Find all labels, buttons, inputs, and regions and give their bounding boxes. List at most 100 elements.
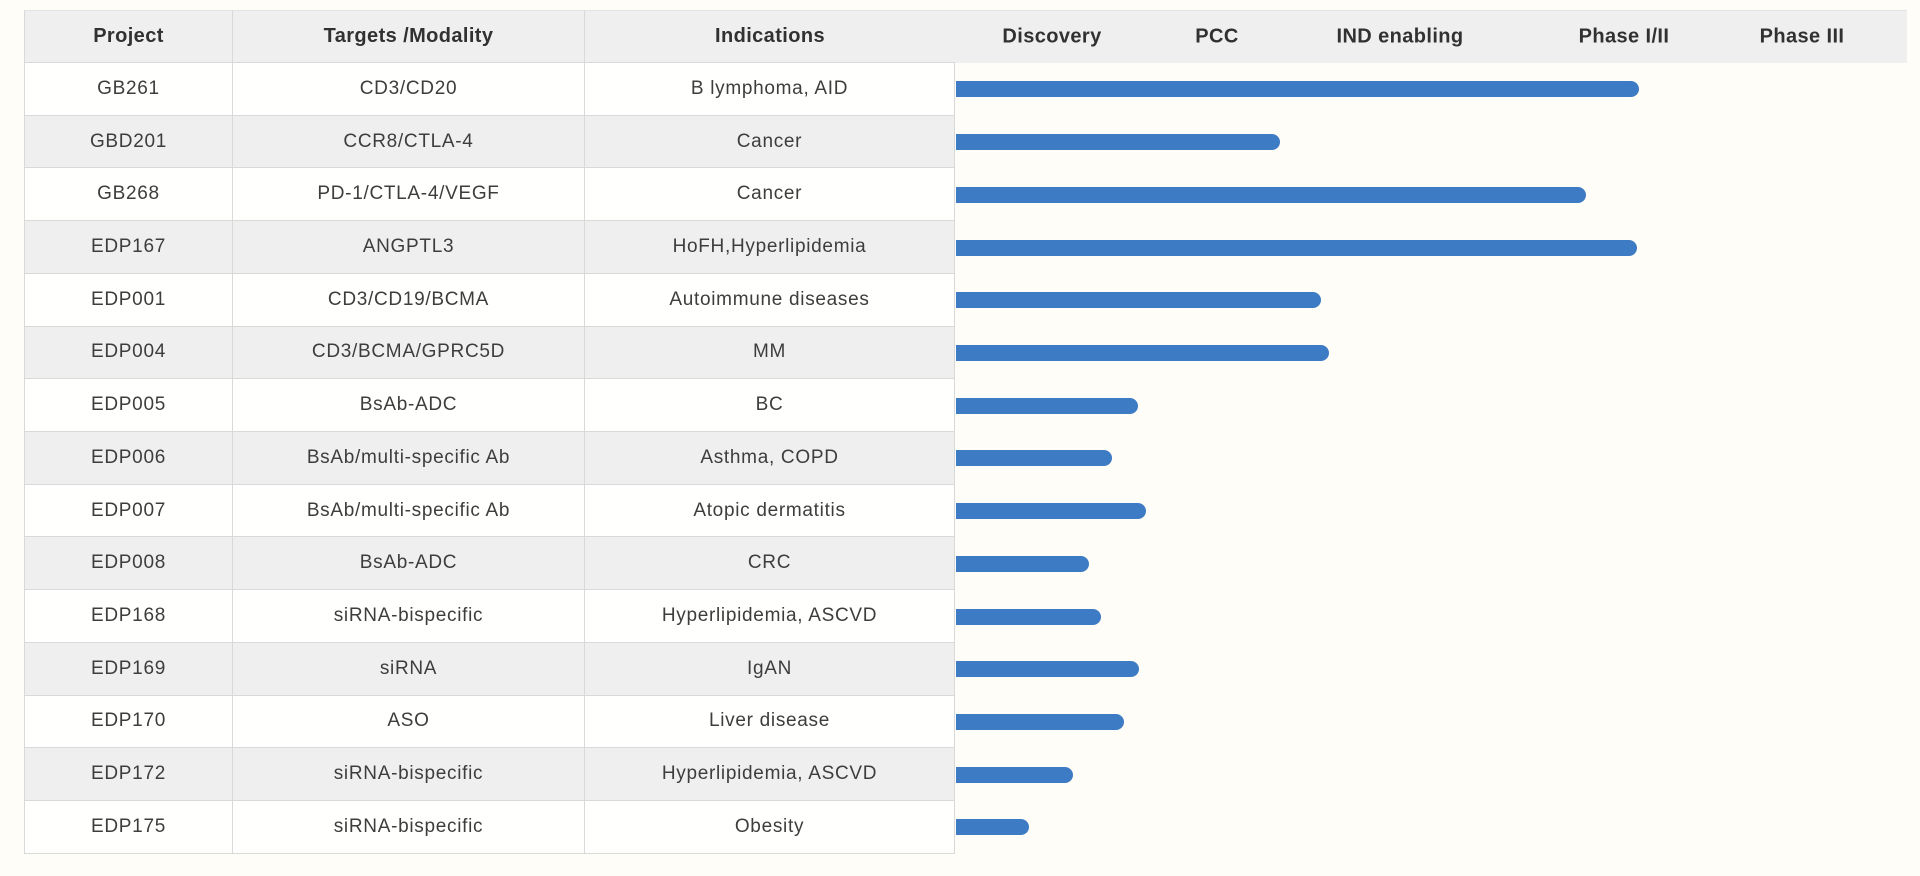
project-cell: EDP167 (24, 221, 233, 274)
indication-cell: MM (585, 326, 955, 380)
targets-cell: PD-1/CTLA-4/VEGF (233, 168, 585, 222)
table-row: EDP169 siRNA IgAN (24, 642, 1907, 696)
targets-cell: siRNA-bispecific (233, 801, 585, 854)
table-row: EDP167 ANGPTL3 HoFH,Hyperlipidemia (24, 221, 1907, 274)
pipeline-progress-bar (956, 81, 1639, 98)
bar-track (955, 801, 1907, 854)
bar-track (955, 485, 1907, 538)
targets-cell: CD3/CD20 (233, 63, 585, 116)
indication-cell: HoFH,Hyperlipidemia (585, 221, 955, 274)
project-cell: EDP005 (24, 379, 233, 433)
project-cell: EDP006 (24, 432, 233, 485)
bar-track (955, 221, 1907, 274)
table-row: EDP007 BsAb/multi-specific Ab Atopic der… (24, 484, 1907, 538)
indication-cell: B lymphoma, AID (585, 63, 955, 116)
project-cell: EDP007 (24, 484, 233, 538)
bar-track (955, 643, 1907, 696)
indication-cell: Asthma, COPD (585, 432, 955, 485)
pipeline-progress-bar (956, 397, 1138, 414)
project-cell: EDP168 (24, 590, 233, 643)
indication-cell: Atopic dermatitis (585, 484, 955, 538)
bar-track (955, 590, 1907, 643)
table-header-row: Project Targets /Modality Indications Di… (24, 10, 1907, 63)
pipeline-progress-bar (956, 239, 1637, 256)
project-cell: GBD201 (24, 115, 233, 169)
targets-cell: BsAb/multi-specific Ab (233, 432, 585, 485)
table-row: GB261 CD3/CD20 B lymphoma, AID (24, 63, 1907, 116)
indication-cell: IgAN (585, 642, 955, 696)
project-cell: EDP169 (24, 642, 233, 696)
project-cell: GB268 (24, 168, 233, 222)
table-row: EDP170 ASO Liver disease (24, 695, 1907, 749)
pipeline-progress-bar (956, 713, 1124, 730)
table-row: EDP004 CD3/BCMA/GPRC5D MM (24, 326, 1907, 380)
targets-cell: siRNA-bispecific (233, 748, 585, 802)
bar-track (955, 379, 1907, 432)
bar-track (955, 537, 1907, 590)
pipeline-progress-bar (956, 555, 1089, 572)
table-row: EDP008 BsAb-ADC CRC (24, 537, 1907, 591)
pipeline-progress-bar (956, 134, 1280, 151)
targets-cell: CCR8/CTLA-4 (233, 115, 585, 169)
indication-cell: Autoimmune diseases (585, 273, 955, 327)
table-row: EDP005 BsAb-ADC BC (24, 379, 1907, 433)
phase-header-area: Discovery PCC IND enabling Phase I/II Phase … (955, 11, 1907, 63)
phase-column-header: IND enabling (1336, 25, 1464, 48)
bar-track (955, 168, 1907, 221)
pipeline-progress-bar (956, 344, 1329, 361)
pipeline-progress-bar (956, 503, 1146, 520)
table-row: GB268 PD-1/CTLA-4/VEGF Cancer (24, 168, 1907, 222)
table-row: EDP175 siRNA-bispecific Obesity (24, 801, 1907, 854)
bar-track (955, 432, 1907, 485)
phase-column-header: Discovery (1002, 25, 1102, 48)
targets-cell: ASO (233, 695, 585, 749)
targets-cell: BsAb-ADC (233, 537, 585, 591)
table-row: EDP168 siRNA-bispecific Hyperlipidemia, … (24, 590, 1907, 643)
table-row: EDP006 BsAb/multi-specific Ab Asthma, CO… (24, 432, 1907, 485)
pipeline-progress-bar (956, 766, 1073, 783)
pipeline-table: Project Targets /Modality Indications Di… (24, 10, 1907, 854)
bar-track (955, 696, 1907, 749)
column-header-project: Project (24, 11, 233, 63)
table-row: EDP172 siRNA-bispecific Hyperlipidemia, … (24, 748, 1907, 802)
project-cell: EDP008 (24, 537, 233, 591)
bar-track (955, 274, 1907, 327)
phase-column-header: PCC (1195, 25, 1239, 48)
bar-track (955, 748, 1907, 801)
targets-cell: siRNA (233, 642, 585, 696)
table-body: GB261 CD3/CD20 B lymphoma, AID GBD201 CC… (24, 63, 1907, 854)
indication-cell: Obesity (585, 801, 955, 854)
pipeline-progress-bar (956, 186, 1586, 203)
indication-cell: Hyperlipidemia, ASCVD (585, 748, 955, 802)
pipeline-progress-bar (956, 292, 1321, 309)
table-row: EDP001 CD3/CD19/BCMA Autoimmune diseases (24, 273, 1907, 327)
project-cell: EDP004 (24, 326, 233, 380)
project-cell: EDP001 (24, 273, 233, 327)
targets-cell: BsAb-ADC (233, 379, 585, 433)
pipeline-progress-bar (956, 450, 1112, 467)
pipeline-progress-bar (956, 819, 1029, 836)
pipeline-progress-bar (956, 608, 1101, 625)
indication-cell: CRC (585, 537, 955, 591)
indication-cell: Cancer (585, 115, 955, 169)
table-row: GBD201 CCR8/CTLA-4 Cancer (24, 115, 1907, 169)
phase-column-header: Phase III (1759, 25, 1845, 48)
pipeline-progress-bar (956, 661, 1139, 678)
bar-track (955, 327, 1907, 380)
indication-cell: Liver disease (585, 695, 955, 749)
indication-cell: Cancer (585, 168, 955, 222)
column-header-indications: Indications (585, 11, 955, 63)
indication-cell: BC (585, 379, 955, 433)
bar-track (955, 63, 1907, 116)
project-cell: GB261 (24, 63, 233, 116)
project-cell: EDP170 (24, 695, 233, 749)
targets-cell: siRNA-bispecific (233, 590, 585, 643)
bar-track (955, 116, 1907, 169)
phase-column-header: Phase I/II (1578, 25, 1670, 48)
project-cell: EDP175 (24, 801, 233, 854)
targets-cell: BsAb/multi-specific Ab (233, 484, 585, 538)
targets-cell: ANGPTL3 (233, 221, 585, 274)
indication-cell: Hyperlipidemia, ASCVD (585, 590, 955, 643)
column-header-targets: Targets /Modality (233, 11, 585, 63)
targets-cell: CD3/CD19/BCMA (233, 273, 585, 327)
